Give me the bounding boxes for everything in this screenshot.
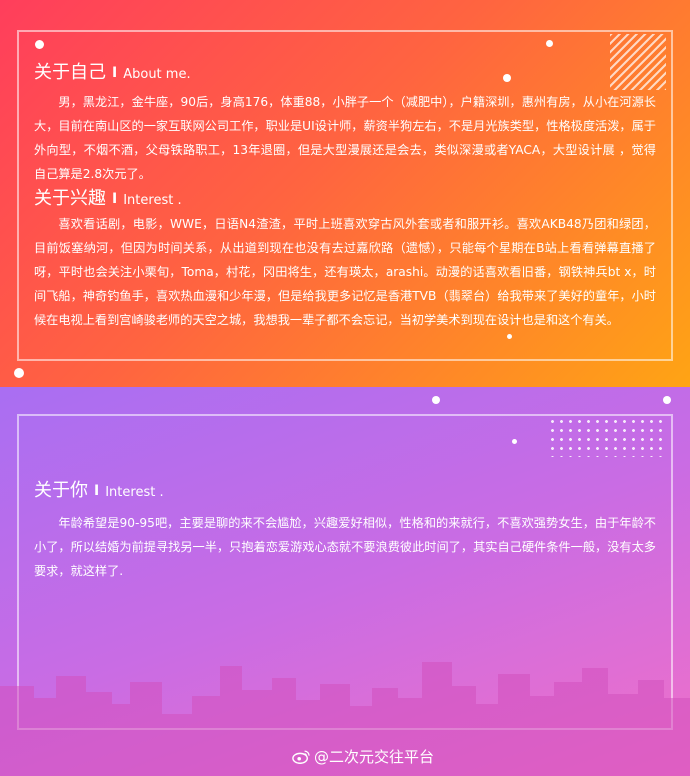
about-me-heading: 关于自己 I About me. [34, 58, 191, 84]
heading-separator: I [112, 65, 118, 81]
about-you-paragraph: 年龄希望是90-95吧，主要是聊的来不会尴尬，兴趣爱好相似，性格和的来就行，不喜… [34, 516, 656, 578]
top-frame [17, 30, 673, 361]
about-me-title: 关于自己 [34, 62, 106, 83]
bottom-panel: 关于你 I Interest . 年龄希望是90-95吧，主要是聊的来不会尴尬，兴趣… [0, 387, 690, 776]
about-me-paragraph: 男，黑龙江，金牛座，90后，身高176，体重88，小胖子一个（减肥中），户籍深圳… [34, 95, 656, 181]
dot-decoration [507, 334, 512, 339]
dot-decoration [503, 74, 511, 82]
dot-decoration [546, 40, 553, 47]
heading-separator: I [112, 191, 118, 207]
interests-title: 关于兴趣 [34, 188, 106, 209]
weibo-icon [292, 750, 310, 764]
about-you-subtitle: Interest . [105, 485, 164, 500]
dot-grid-decoration [548, 417, 666, 457]
city-skyline-decoration [0, 662, 690, 776]
watermark-text: @二次元交往平台 [314, 748, 435, 766]
about-me-subtitle: About me. [123, 67, 191, 82]
dot-decoration [512, 439, 517, 444]
heading-separator: I [94, 483, 100, 499]
interests-paragraph: 喜欢看话剧，电影，WWE，日语N4渣渣，平时上班喜欢穿古风外套或者和服开衫。喜欢… [34, 217, 656, 327]
dot-decoration [432, 396, 440, 404]
dot-decoration [663, 396, 671, 404]
watermark: @二次元交往平台 [292, 746, 434, 767]
about-you-heading: 关于你 I Interest . [34, 476, 164, 502]
top-panel: 关于自己 I About me. 男，黑龙江，金牛座，90后，身高176，体重88，… [0, 0, 690, 387]
hatch-decoration [610, 34, 666, 90]
dot-decoration [14, 368, 24, 378]
interests-heading: 关于兴趣 I Interest . [34, 184, 182, 210]
about-you-title: 关于你 [34, 480, 88, 501]
dot-decoration [35, 40, 44, 49]
interests-subtitle: Interest . [123, 193, 182, 208]
